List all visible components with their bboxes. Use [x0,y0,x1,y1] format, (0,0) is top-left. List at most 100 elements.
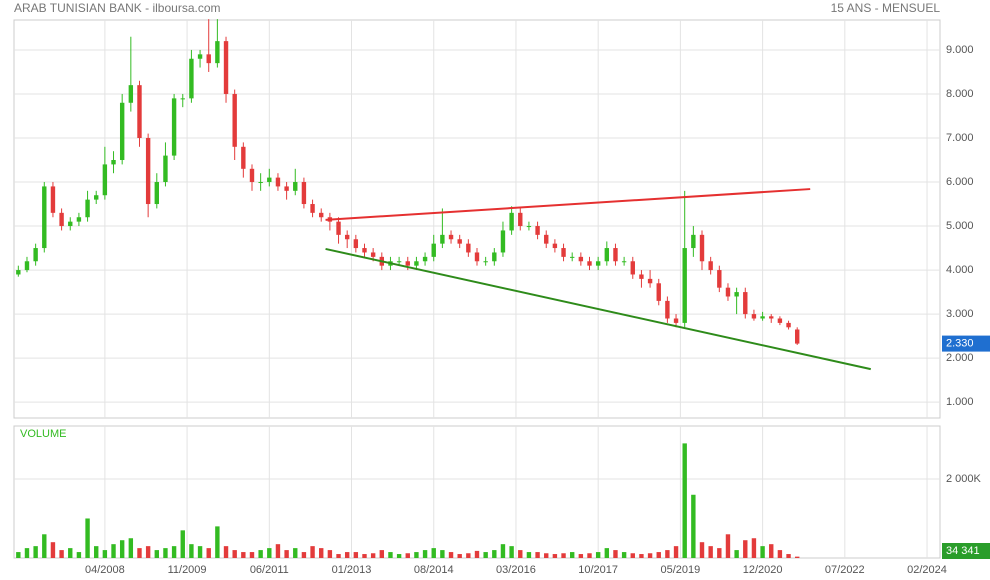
candle-body [544,234,549,244]
volume-bar [595,552,601,558]
volume-bar [249,552,255,558]
volume-bar [275,544,281,558]
last-volume-label: 34 341 [946,545,980,557]
candle-body [163,155,168,183]
candle-body [569,256,575,258]
volume-bar [396,554,402,558]
x-tick-label: 08/2014 [414,564,454,576]
price-panel [13,19,941,419]
candle-body [500,230,506,253]
volume-bar [621,552,627,558]
volume-bar [483,552,488,558]
volume-bar [284,550,289,558]
candle-body [16,270,21,275]
volume-bar [518,550,523,558]
candle-body [795,329,800,344]
candle-body [145,137,151,205]
x-tick-label: 12/2020 [743,564,783,576]
candle-body [474,252,480,262]
candle-body [604,248,610,262]
candle-body [665,300,670,319]
volume-bar [743,540,748,558]
candle-body [137,85,142,138]
candle-body [682,248,687,323]
candle-body [561,248,566,257]
volume-bar [189,544,194,558]
candle-body [699,234,705,262]
volume-bar [137,548,142,558]
candle-body [734,292,739,297]
volume-bar [656,552,661,558]
candle-body [24,261,30,271]
volume-bar [725,534,731,558]
chart-subtitle: 15 ANS - MENSUEL [831,1,941,15]
last-volume-box [942,543,990,559]
candle-body [691,234,696,249]
candle-body [319,212,324,218]
candle-body [535,226,540,235]
x-tick-label: 02/2024 [907,564,947,576]
candle-body [293,182,298,191]
volume-bar [734,550,739,558]
candle-body [647,278,653,284]
last-price-box [942,335,990,352]
volume-bar [197,546,203,558]
candle-body [344,234,350,240]
candle-body [509,212,514,231]
candle-body [94,195,99,200]
candle-body [171,98,177,156]
x-tick-label: 01/2013 [332,564,372,576]
y2-tick-label: 2 000K [946,473,982,485]
candle-body [189,58,194,99]
candle-body [119,102,125,161]
candle-body [301,182,307,205]
candle-body [466,243,471,253]
volume-bar [33,546,38,558]
volume-bar [414,552,419,558]
volume-bar [301,552,307,558]
candle-body [33,248,38,262]
volume-bar [76,552,82,558]
volume-bar [544,553,549,558]
candle-body [206,54,211,64]
volume-bar [457,554,462,558]
candle-body [249,168,255,183]
trend-line [325,247,871,371]
candle-body [275,177,281,187]
volume-bar [353,552,359,558]
volume-bar [665,550,670,558]
x-tick-label: 10/2017 [578,564,618,576]
candle-body [42,186,47,249]
volume-bar [682,443,687,558]
candle-body [154,182,159,205]
candle-body [258,182,263,184]
volume-bar [760,546,765,558]
volume-bar [569,552,575,558]
volume-bar [587,553,592,558]
candle-body [708,261,713,271]
volume-bar [509,546,514,558]
volume-bar [370,553,376,558]
volume-bar [267,548,272,558]
volume-bar [85,518,90,558]
candle-body [197,54,203,59]
volume-bar [293,548,298,558]
last-price-label: 2.330 [946,338,974,350]
volume-bar [474,550,480,558]
volume-bar [379,550,385,558]
volume-bar [327,550,333,558]
candle-body [111,160,116,165]
candle-body [241,146,246,169]
candle-body [656,283,661,301]
y-tick-label: 1.000 [946,396,974,408]
volume-bar [24,548,30,558]
candle-body [336,221,341,235]
x-tick-label: 05/2019 [660,564,700,576]
volume-bar [344,552,350,558]
trend-line [325,188,811,221]
candle-body [353,239,359,249]
volume-bar [691,494,696,558]
volume-bar [94,546,99,558]
volume-bar [163,548,168,558]
